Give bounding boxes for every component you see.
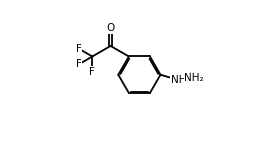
Text: F: F [76,59,82,69]
Text: O: O [106,23,115,33]
Text: NH₂: NH₂ [184,73,204,83]
Text: NH: NH [171,75,186,85]
Text: F: F [89,67,95,77]
Text: F: F [76,44,82,54]
